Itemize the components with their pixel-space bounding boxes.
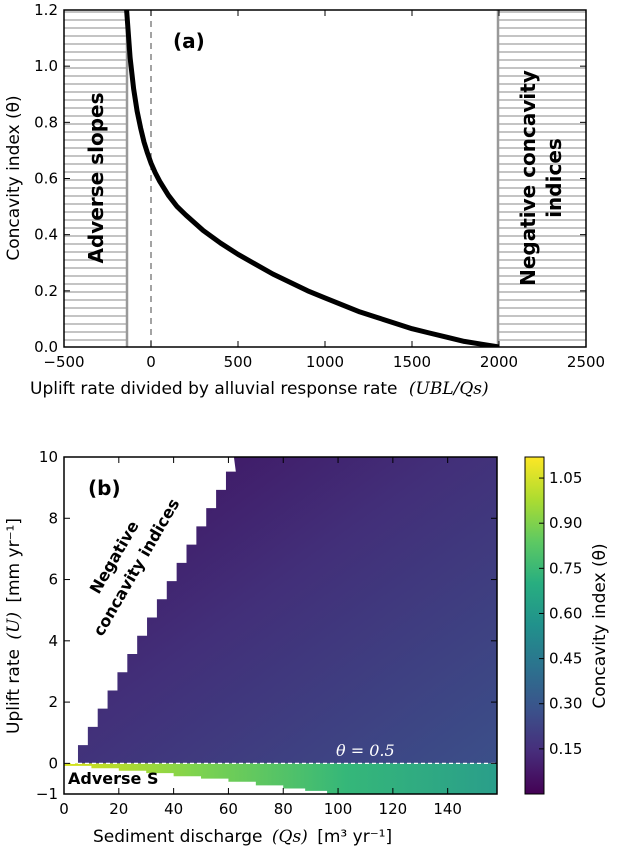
colorbar-tick-label: 1.05 <box>549 469 582 487</box>
y-axis-label-a: Concavity index (θ) <box>4 95 24 260</box>
region-label-adverse-b: Adverse S <box>68 769 158 788</box>
x-tick-label: 100 <box>324 800 353 818</box>
y-tick-label: 1.0 <box>34 57 58 75</box>
colorbar-tick-label: 0.15 <box>549 740 582 758</box>
panel-label-a: (a) <box>173 29 205 53</box>
x-axis-label-b-units: [m³ yr⁻¹] <box>317 827 392 847</box>
panel-label-b: (b) <box>88 476 121 500</box>
region-label-negative-line2: indices <box>542 138 566 218</box>
y-tick-label: 1.2 <box>34 1 58 19</box>
y-tick-label: 0.6 <box>34 170 58 188</box>
y-tick-label: 0.2 <box>34 282 58 300</box>
x-tick-label: 1000 <box>306 353 344 371</box>
heatmap-lower-region <box>64 763 497 794</box>
x-tick-label: 1500 <box>393 353 431 371</box>
x-tick-label: 500 <box>224 353 253 371</box>
y-tick-label: 0.8 <box>34 113 58 131</box>
region-label-adverse-slopes: Adverse slopes <box>84 93 108 264</box>
y-axis-label-b-units: [mm yr⁻¹] <box>4 518 24 603</box>
x-tick-label: 120 <box>379 800 408 818</box>
x-tick-label: 140 <box>433 800 462 818</box>
x-axis-label-a: Uplift rate divided by alluvial response… <box>30 379 489 399</box>
colorbar-tick-label: 0.30 <box>549 695 582 713</box>
y-tick-label: 0.0 <box>34 338 58 356</box>
colorbar-tick-label: 0.60 <box>549 604 582 622</box>
x-axis-label-a-math: (UBL/Qs) <box>409 379 489 399</box>
x-axis-label-b: Sediment discharge (Qs) [m³ yr⁻¹] <box>93 827 392 847</box>
y-tick-label: 2 <box>48 693 58 711</box>
x-tick-label: 2000 <box>480 353 518 371</box>
panel-a: −500 0 500 1000 1500 2000 2500 0.0 0.2 0.4 0.6 0.8… <box>4 1 605 399</box>
y-tick-label: 4 <box>48 632 58 650</box>
y-tick-label: 8 <box>48 509 58 527</box>
region-label-negative-line1: Negative concavity <box>516 70 540 286</box>
hatch-negative-concavity <box>498 10 586 347</box>
hatch-adverse-slopes <box>64 10 127 347</box>
colorbar-tick-label: 0.45 <box>549 650 582 668</box>
x-tick-label: 60 <box>219 800 238 818</box>
x-tick-label: 20 <box>109 800 128 818</box>
y-axis-label-b-math: (U) <box>4 612 24 640</box>
heatmap-upper-region <box>68 457 497 764</box>
colorbar-label: Concavity index (θ) <box>590 543 610 708</box>
y-axis-label-b-text: Uplift rate <box>4 649 24 734</box>
x-tick-label: 2500 <box>567 353 605 371</box>
x-tick-label: −500 <box>43 353 84 371</box>
y-tick-label: 0.4 <box>34 226 58 244</box>
x-axis-label-a-text: Uplift rate divided by alluvial response… <box>30 379 397 399</box>
colorbar-tick-label: 0.90 <box>549 514 582 532</box>
x-tick-label: 80 <box>274 800 293 818</box>
x-tick-label: 40 <box>164 800 183 818</box>
x-axis-label-b-text: Sediment discharge <box>93 827 262 847</box>
theta-curve <box>124 10 500 347</box>
axes-frame-b <box>63 456 498 795</box>
x-tick-label: 0 <box>146 353 156 371</box>
x-tick-label: 0 <box>59 800 69 818</box>
x-axis-label-b-math: (Qs) <box>272 827 308 847</box>
y-tick-label: 0 <box>48 754 58 772</box>
colorbar <box>524 456 545 795</box>
colorbar-tick-label: 0.75 <box>549 559 582 577</box>
y-axis-label-b: Uplift rate (U) [mm yr⁻¹] <box>4 518 24 734</box>
y-tick-label: 10 <box>39 448 58 466</box>
y-tick-label: 6 <box>48 571 58 589</box>
y-tick-label: −1 <box>36 785 58 803</box>
contour-label: θ = 0.5 <box>336 741 395 760</box>
